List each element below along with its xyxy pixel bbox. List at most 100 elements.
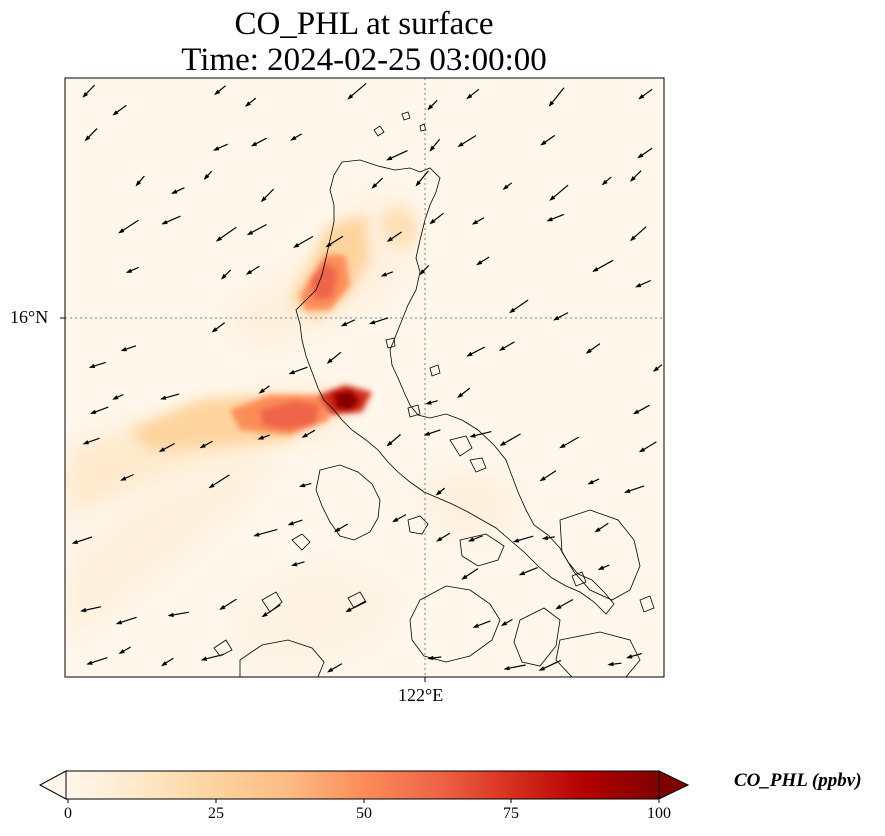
luzon-coastline [295,159,615,615]
wind-vector-arrowhead [334,527,341,533]
wind-vector-arrowhead [82,92,89,98]
co-concentration-field [65,190,520,670]
samar-coastline [559,509,641,601]
colorbar-tick-50: 50 [356,805,372,822]
wind-vector-arrowhead [345,607,352,613]
wind-vector-arrowhead [258,388,265,394]
wind-vector-arrowhead [160,395,167,400]
wind-vector-arrowhead [250,141,258,147]
wind-vector-arrowhead [135,180,142,187]
wind-vector-arrowhead [472,623,479,628]
wind-vector-arrowhead [161,220,168,225]
colorbar [38,770,690,803]
wind-vector-arrowhead [118,649,125,654]
wind-vector-arrowhead [635,283,642,288]
panay-coastline [239,639,325,677]
wind-vector-arrowhead [260,196,267,203]
wind-vector-arrowhead [587,479,594,485]
wind-vector-arrowhead [215,236,222,242]
wind-vector-arrowhead [546,217,553,222]
wind-vector-arrowhead [386,236,393,242]
wind-vector-arrowhead [498,346,506,351]
wind-vector-arrowhead [502,184,509,190]
wind-vector-arrowhead [652,366,659,372]
wind-vector-arrowhead [503,666,510,671]
wind-vector-arrowhead [340,321,348,327]
wind-vector-arrowhead [553,315,560,321]
wind-vector-arrowhead [347,94,354,100]
wind-vector-arrowhead [327,667,334,673]
wind-vector-arrowhead [161,661,168,667]
wind-vector-arrowhead [371,183,378,189]
wind-vector-arrowhead [594,527,601,533]
masbate-coastline [459,533,505,567]
wind-vector-arrowhead [425,400,432,405]
wind-vector-arrowhead [80,607,87,613]
wind-vector-arrowhead [476,260,483,266]
wind-vector-arrowhead [630,176,636,182]
wind-vector-arrowhead [208,483,215,489]
wind-vector-arrowhead [540,140,547,146]
wind-vector-arrowhead [423,431,431,436]
wind-vector-arrowhead [125,268,133,273]
wind-vector-arrowhead [427,104,434,111]
wind-vector-arrowhead [549,195,556,201]
wind-vector-arrowhead [298,483,306,488]
wind-vector-arrowhead [457,142,464,147]
wind-vector-arrowhead [200,656,207,661]
wind-vector-arrowhead [380,272,387,277]
wind-vector-arrowhead [499,441,506,446]
wind-vector-arrowhead [71,539,79,544]
wind-vector-arrowhead [120,347,127,352]
wind-vector-arrowhead [84,135,91,142]
wind-vector-arrowhead [246,230,254,236]
map-subtitle-time: Time: 2024-02-25 03:00:00 [181,42,547,78]
map-title: CO_PHL at surface [234,6,494,42]
wind-vector-arrowhead [468,537,475,542]
wind-vector-arrowhead [436,536,443,542]
wind-vector-arrowhead [82,440,89,445]
wind-vector-arrowhead [500,621,508,626]
wind-vector-arrowhead [469,433,476,438]
wind-vector-arrowhead [199,443,206,449]
colorbar-tick-0: 0 [64,805,72,822]
colorbar-gradient [65,770,660,800]
wind-vector-arrowhead [559,443,566,449]
wind-vector-arrowhead [120,476,127,481]
wind-vector-arrowhead [288,370,295,375]
wind-vector-arrowhead [466,351,473,357]
wind-vector-arrowhead [257,435,264,440]
leyte-coastline [513,607,561,667]
wind-vector-arrowhead [638,94,645,100]
colorbar-label: CO_PHL (ppbv) [734,770,862,791]
wind-vector-arrowhead [632,409,640,415]
wind-vector-arrowhead [555,604,562,610]
wind-vector-arrowhead [638,447,646,453]
wind-vectors [71,82,663,673]
wind-vector-arrowhead [115,620,123,625]
colorbar-tick-25: 25 [208,805,224,822]
wind-vector-arrowhead [541,535,549,541]
wind-vector-arrowhead [244,101,251,107]
wind-vector-arrowhead [427,655,434,661]
map-content [65,78,664,677]
wind-vector-arrowhead [512,538,520,543]
wind-vector-arrowhead [607,661,614,667]
colorbar-tick-75: 75 [503,805,519,822]
colorbar-tick-100: 100 [647,805,671,822]
wind-vector-arrowhead [325,242,332,248]
wind-vector-arrowhead [429,218,436,225]
wind-vector-arrowhead [219,604,226,610]
wind-vector-arrowhead [419,269,426,276]
wind-vector-arrowhead [386,155,393,161]
wind-vector-arrowhead [466,93,473,100]
wind-vector-arrowhead [167,612,174,617]
wind-vector-arrowhead [245,269,253,275]
wind-vector-arrowhead [539,476,546,482]
wind-vector-arrowhead [624,488,631,493]
colorbar-min-extend [38,770,67,800]
wind-vector-arrowhead [509,307,516,314]
wind-vector-arrowhead [326,358,333,364]
wind-vector-arrowhead [548,100,555,107]
